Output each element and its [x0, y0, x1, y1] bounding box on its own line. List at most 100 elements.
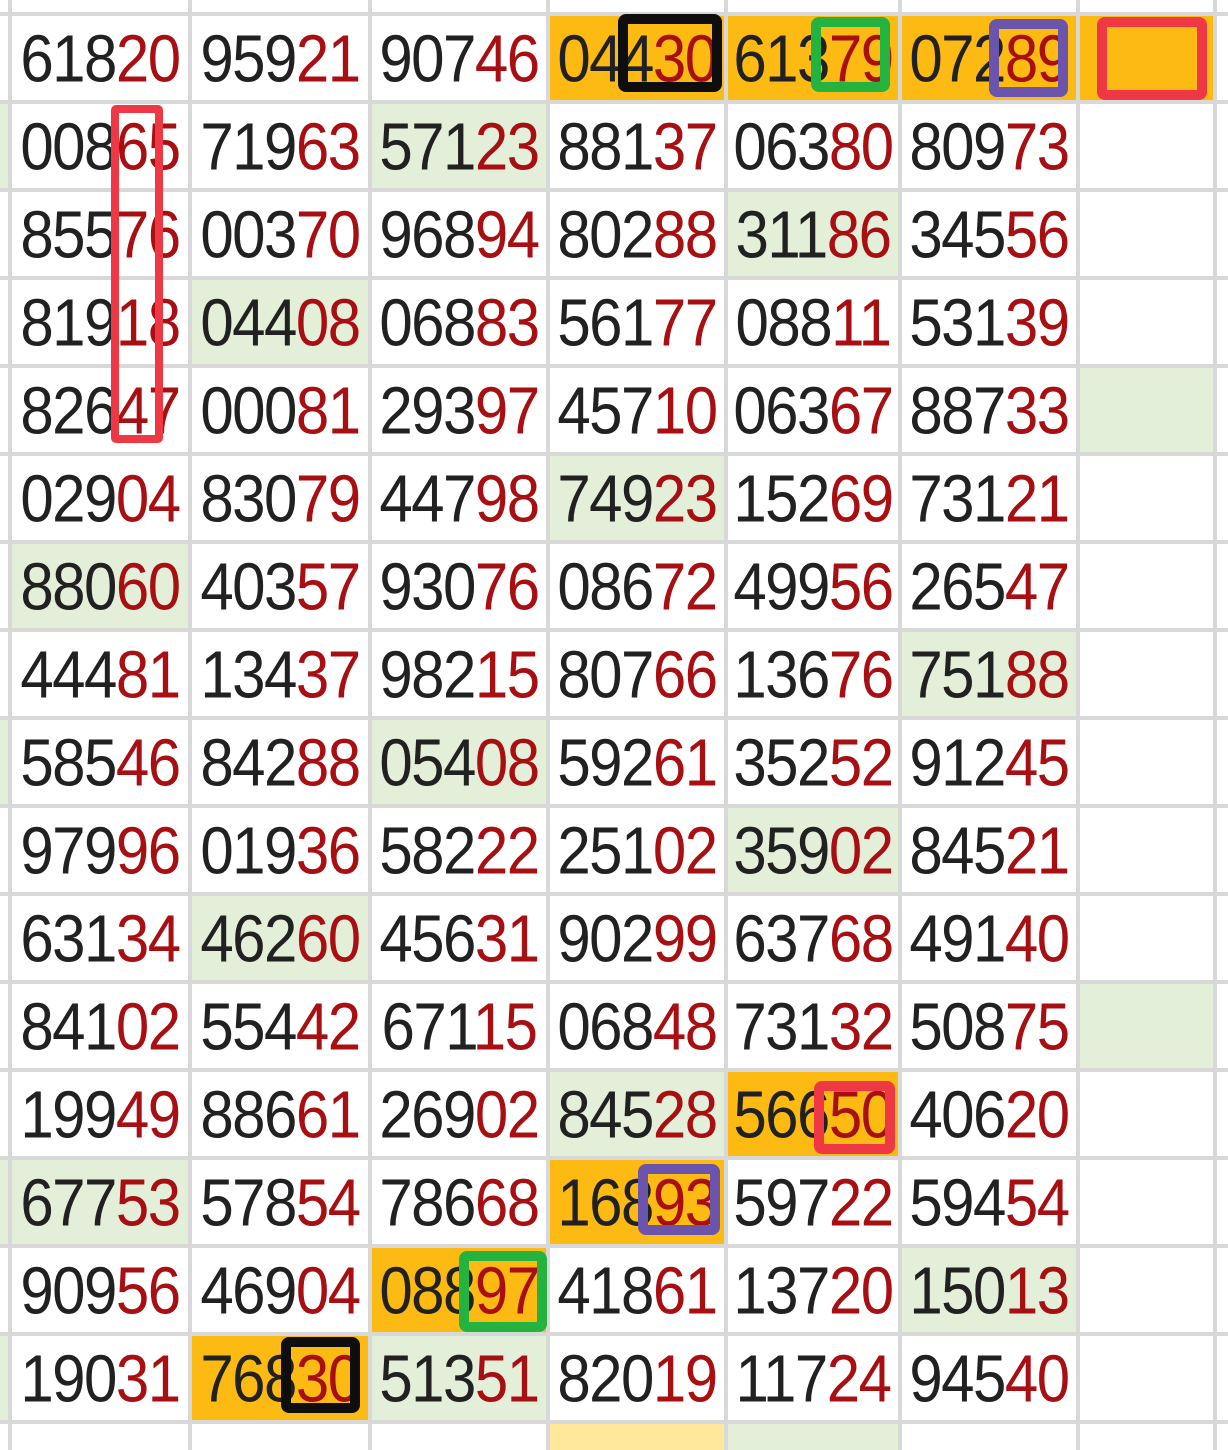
number-value: 07289: [909, 20, 1070, 96]
number-value: 91245: [909, 724, 1070, 800]
number-cell: 73121: [902, 456, 1076, 540]
number-cell: [1080, 368, 1213, 452]
number-value: 55442: [200, 988, 361, 1064]
edge-cell-bottom: [372, 1424, 546, 1450]
number-cell: 61379: [728, 16, 898, 100]
number-cell: 78668: [372, 1160, 546, 1244]
number-cell: 71963: [192, 104, 368, 188]
number-cell: 34556: [902, 192, 1076, 276]
number-value: 97996: [20, 812, 181, 888]
number-cell: 76830: [192, 1336, 368, 1420]
number-value: 58222: [379, 812, 540, 888]
number-cell: [1080, 808, 1213, 892]
number-cell: 06367: [728, 368, 898, 452]
number-value: 90299: [557, 900, 718, 976]
edge-cell-bottom: [0, 1424, 8, 1450]
number-value: 78668: [379, 1164, 540, 1240]
number-value: 84288: [200, 724, 361, 800]
number-cell: 56650: [728, 1072, 898, 1156]
number-cell: 08811: [728, 280, 898, 364]
number-cell: 19031: [12, 1336, 188, 1420]
number-cell: 11724: [728, 1336, 898, 1420]
number-value: 90956: [20, 1252, 181, 1328]
edge-cell-left: [0, 16, 8, 100]
number-cell: 88733: [902, 368, 1076, 452]
number-cell: 06848: [550, 984, 724, 1068]
number-value: 58546: [20, 724, 181, 800]
edge-cell-left: [0, 984, 8, 1068]
number-value: 11724: [735, 1340, 892, 1416]
number-cell: 90956: [12, 1248, 188, 1332]
number-cell: [1080, 1072, 1213, 1156]
number-value: 16893: [557, 1164, 718, 1240]
edge-cell-left: [0, 280, 8, 364]
number-value: 05408: [379, 724, 540, 800]
edge-cell-right: [1217, 808, 1228, 892]
number-cell: 01936: [192, 808, 368, 892]
number-value: 25102: [557, 812, 718, 888]
edge-cell-bottom: [902, 1424, 1076, 1450]
number-value: 49956: [733, 548, 894, 624]
number-value: 83079: [200, 460, 361, 536]
number-cell: 44798: [372, 456, 546, 540]
number-cell: 61820: [12, 16, 188, 100]
number-cell: 84528: [550, 1072, 724, 1156]
number-value: 06883: [379, 284, 540, 360]
number-cell: 97996: [12, 808, 188, 892]
number-value: 84102: [20, 988, 181, 1064]
number-cell: 00865: [12, 104, 188, 188]
number-value: 88661: [200, 1076, 361, 1152]
number-value: 26902: [379, 1076, 540, 1152]
edge-cell-right: [1217, 16, 1228, 100]
number-cell: 00081: [192, 368, 368, 452]
number-cell: 53139: [902, 280, 1076, 364]
number-value: 56650: [733, 1076, 894, 1152]
number-cell: 45631: [372, 896, 546, 980]
number-cell: 46904: [192, 1248, 368, 1332]
edge-cell-top: [0, 0, 8, 12]
edge-cell-top: [1080, 0, 1213, 12]
number-cell: [1080, 632, 1213, 716]
number-value: 08811: [735, 284, 892, 360]
number-cell: [1080, 456, 1213, 540]
number-value: 88137: [557, 108, 718, 184]
number-value: 71963: [200, 108, 361, 184]
number-cell: 55442: [192, 984, 368, 1068]
number-value: 59261: [557, 724, 718, 800]
number-value: 93076: [379, 548, 540, 624]
number-cell: 82019: [550, 1336, 724, 1420]
edge-cell-left: [0, 456, 8, 540]
number-value: 96894: [379, 196, 540, 272]
number-cell: 73132: [728, 984, 898, 1068]
edge-cell-bottom: [192, 1424, 368, 1450]
number-cell: 84102: [12, 984, 188, 1068]
number-value: 53139: [909, 284, 1070, 360]
number-value: 88060: [20, 548, 181, 624]
number-cell: 58222: [372, 808, 546, 892]
number-cell: [1080, 896, 1213, 980]
number-value: 29397: [379, 372, 540, 448]
edge-cell-right: [1217, 720, 1228, 804]
number-value: 63134: [20, 900, 181, 976]
number-cell: 19949: [12, 1072, 188, 1156]
number-cell: 26902: [372, 1072, 546, 1156]
number-value: 08897: [379, 1252, 540, 1328]
number-cell: 15013: [902, 1248, 1076, 1332]
number-cell: 04430: [550, 16, 724, 100]
number-cell: 67753: [12, 1160, 188, 1244]
number-value: 15269: [733, 460, 894, 536]
number-cell: 95921: [192, 16, 368, 100]
number-cell: [1080, 984, 1213, 1068]
number-cell: 85576: [12, 192, 188, 276]
number-cell: 80973: [902, 104, 1076, 188]
edge-cell-top: [372, 0, 546, 12]
edge-cell-right: [1217, 192, 1228, 276]
number-value: 67115: [381, 988, 538, 1064]
number-value: 00865: [20, 108, 181, 184]
number-value: 13676: [733, 636, 894, 712]
number-cell: 50875: [902, 984, 1076, 1068]
number-value: 95921: [200, 20, 361, 96]
edge-cell-right: [1217, 1248, 1228, 1332]
number-value: 04408: [200, 284, 361, 360]
number-value: 06367: [733, 372, 894, 448]
